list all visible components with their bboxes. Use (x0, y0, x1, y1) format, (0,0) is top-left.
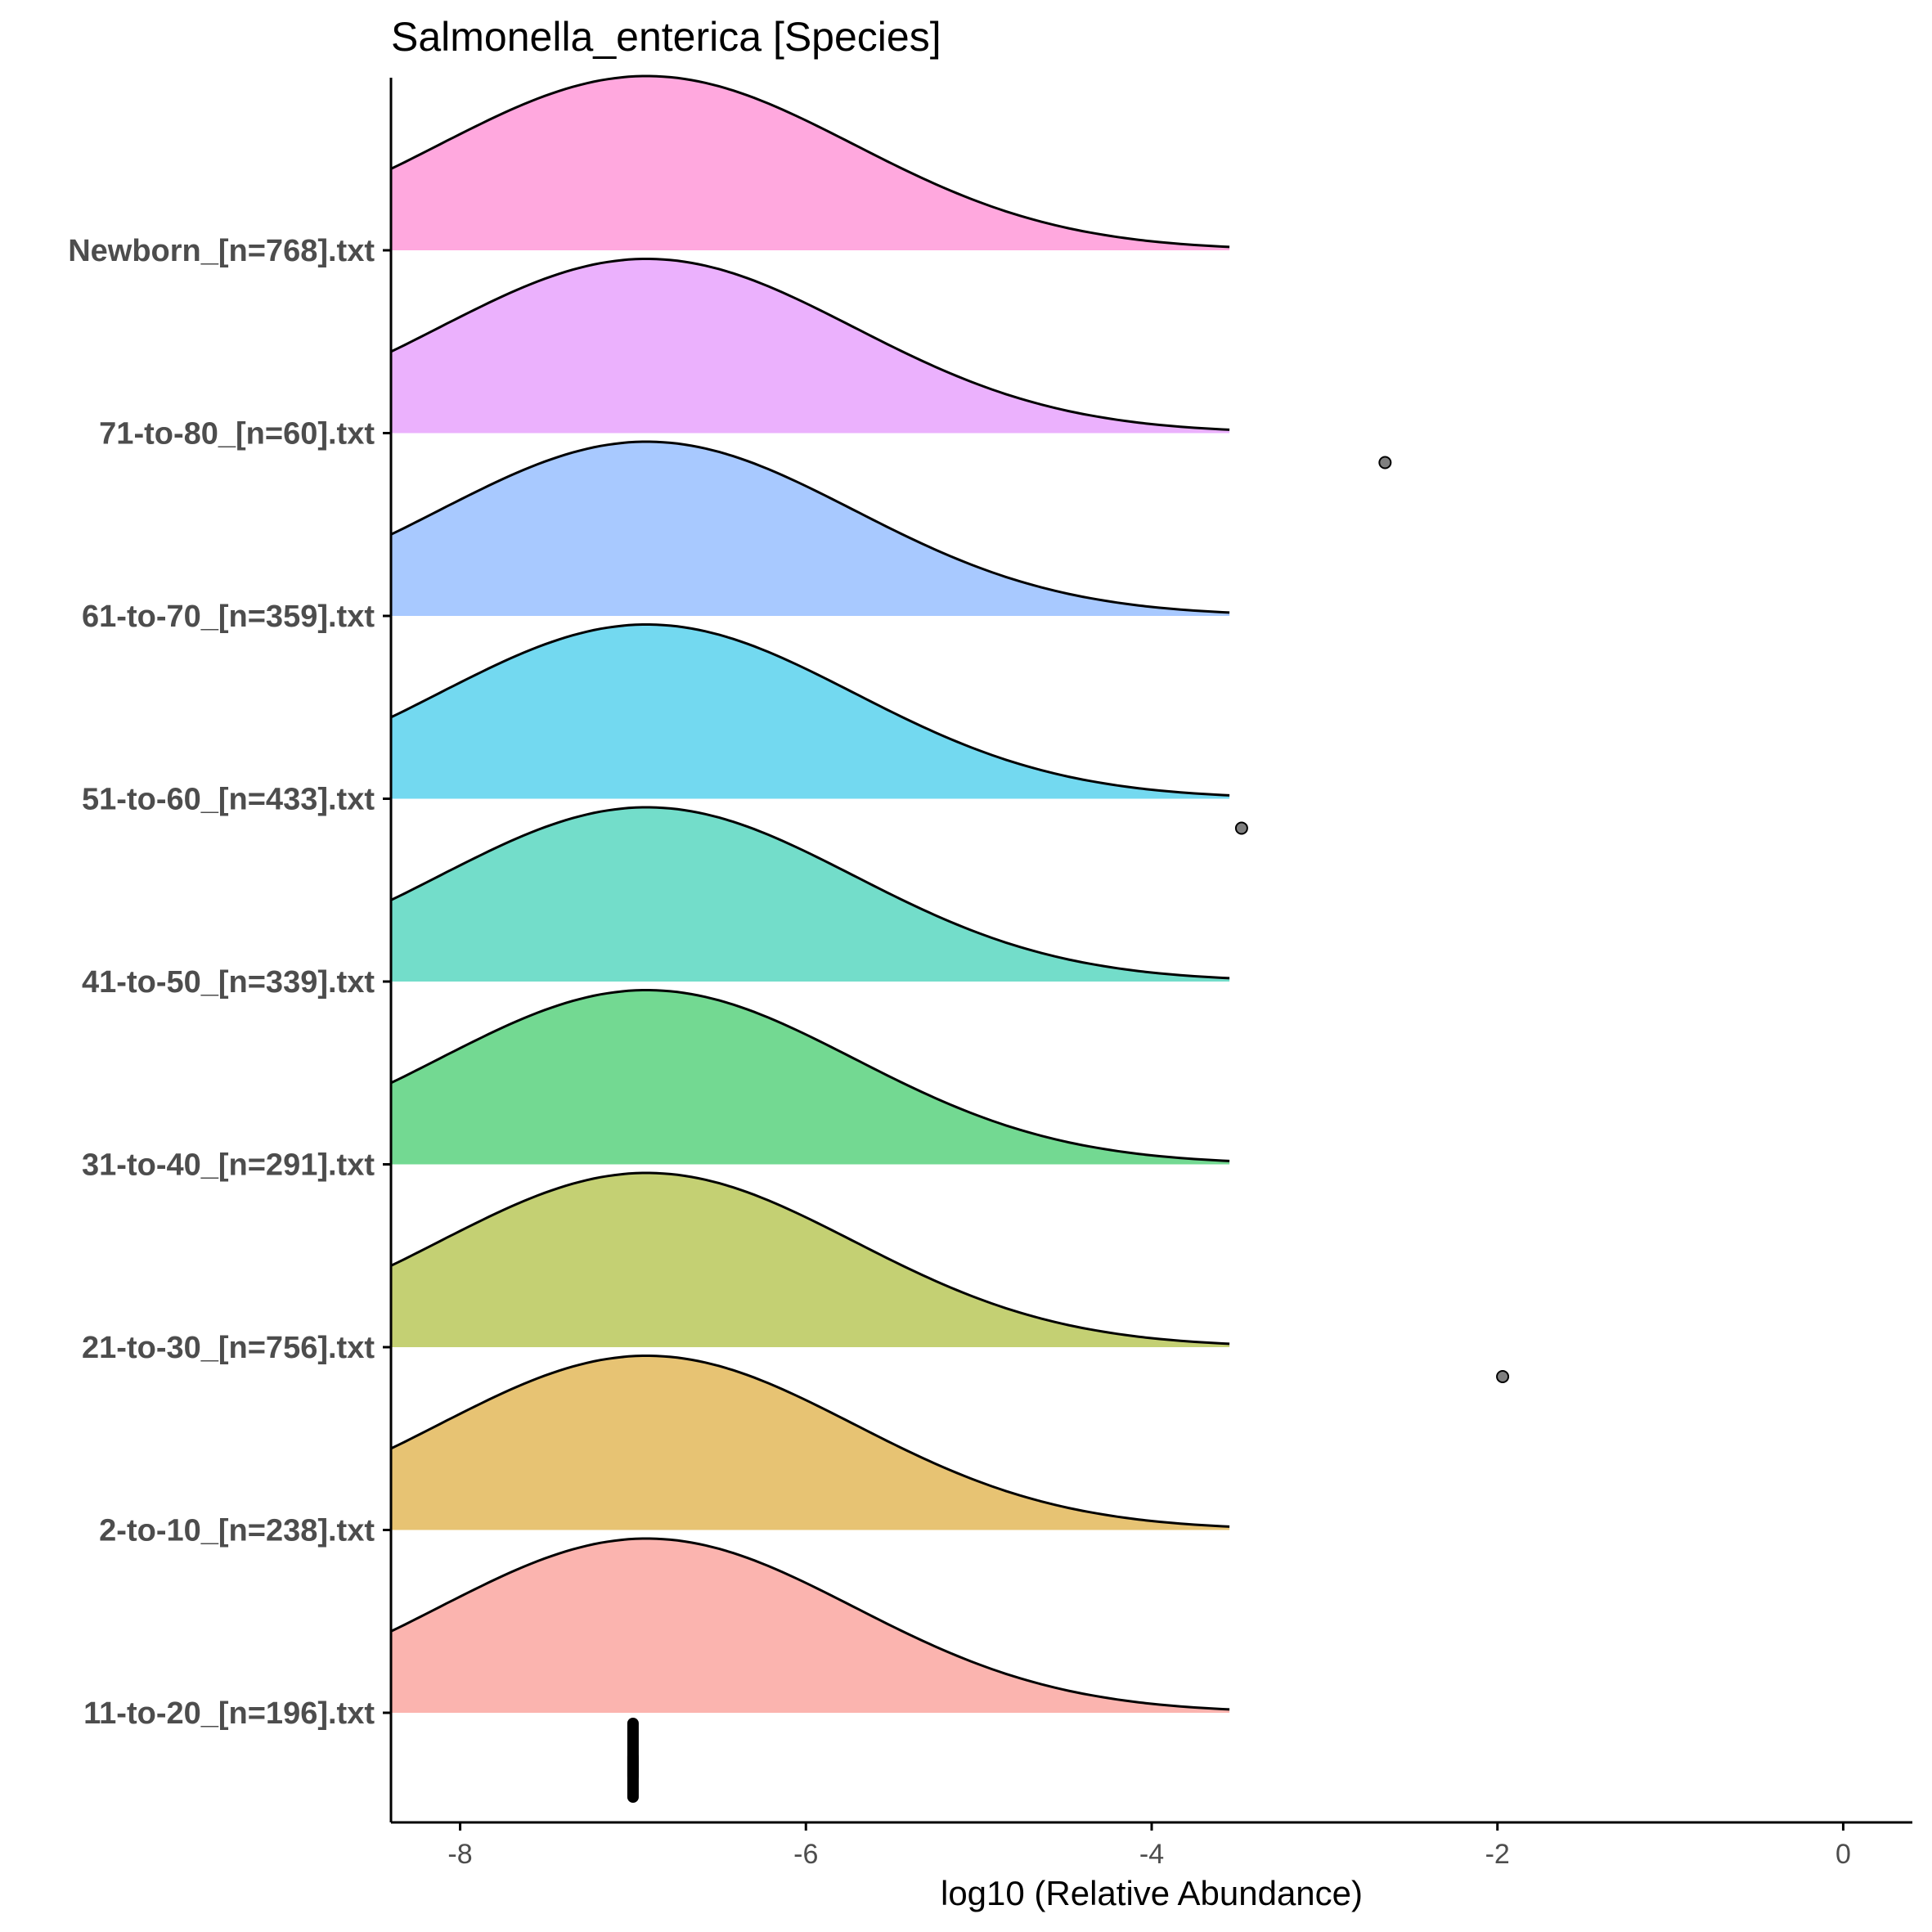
y-tick-label: 11-to-20_[n=196].txt (83, 1696, 375, 1731)
x-tick-label: -8 (447, 1839, 472, 1870)
ridge-fill (391, 76, 1230, 250)
ridge-fill (391, 1539, 1230, 1713)
density-line (390, 1171, 1230, 1346)
ridge-4 (390, 806, 1230, 1059)
y-tick-label: 61-to-70_[n=359].txt (82, 600, 375, 634)
density-line (390, 1537, 1230, 1711)
ridge-fill (391, 990, 1230, 1165)
outlier-point (1496, 1370, 1510, 1383)
y-tick-label: 41-to-50_[n=339].txt (82, 965, 375, 1000)
outlier-point (1234, 821, 1248, 835)
ridge-fill (391, 1355, 1230, 1530)
density-line (390, 440, 1230, 614)
y-tick-label: 21-to-30_[n=756].txt (82, 1331, 375, 1365)
ridge-0 (390, 1537, 1230, 1783)
density-line (390, 258, 1230, 431)
ridge-fill (391, 442, 1230, 616)
y-axis: Newborn_[n=768].txt 71-to-80_[n=60].txt 61… (68, 78, 393, 1822)
y-tick-label: Newborn_[n=768].txt (68, 234, 375, 268)
ridge-7 (390, 258, 1392, 496)
y-tick-label: 2-to-10_[n=238].txt (99, 1514, 375, 1548)
y-tick-label: 31-to-40_[n=291].txt (82, 1148, 375, 1183)
x-axis: -8 -6 -4 -2 0 (391, 1821, 1912, 1870)
ridge-fill (391, 1173, 1230, 1347)
ridge-1 (390, 1355, 1230, 1602)
ridge-fill (391, 807, 1230, 982)
density-line (390, 1355, 1230, 1528)
x-tick-label: -6 (793, 1839, 818, 1870)
ridge-fill (391, 258, 1230, 434)
chart-title: Salmonella_enterica [Species] (391, 14, 941, 60)
ridge-6 (390, 440, 1230, 694)
ridges (390, 74, 1510, 1803)
density-line (390, 74, 1230, 249)
density-line (390, 989, 1230, 1162)
x-tick-label: -2 (1485, 1839, 1510, 1870)
outlier-point (1378, 456, 1392, 470)
x-tick-label: 0 (1835, 1839, 1851, 1870)
y-tick-label: 51-to-60_[n=433].txt (82, 783, 375, 817)
ridge-3 (390, 989, 1230, 1239)
density-line (390, 623, 1230, 797)
y-tick-label: 71-to-80_[n=60].txt (99, 417, 375, 452)
ridge-fill (391, 624, 1230, 799)
density-line (390, 806, 1230, 980)
x-axis-title: log10 (Relative Abundance) (941, 1874, 1363, 1912)
x-tick-label: -4 (1139, 1839, 1164, 1870)
